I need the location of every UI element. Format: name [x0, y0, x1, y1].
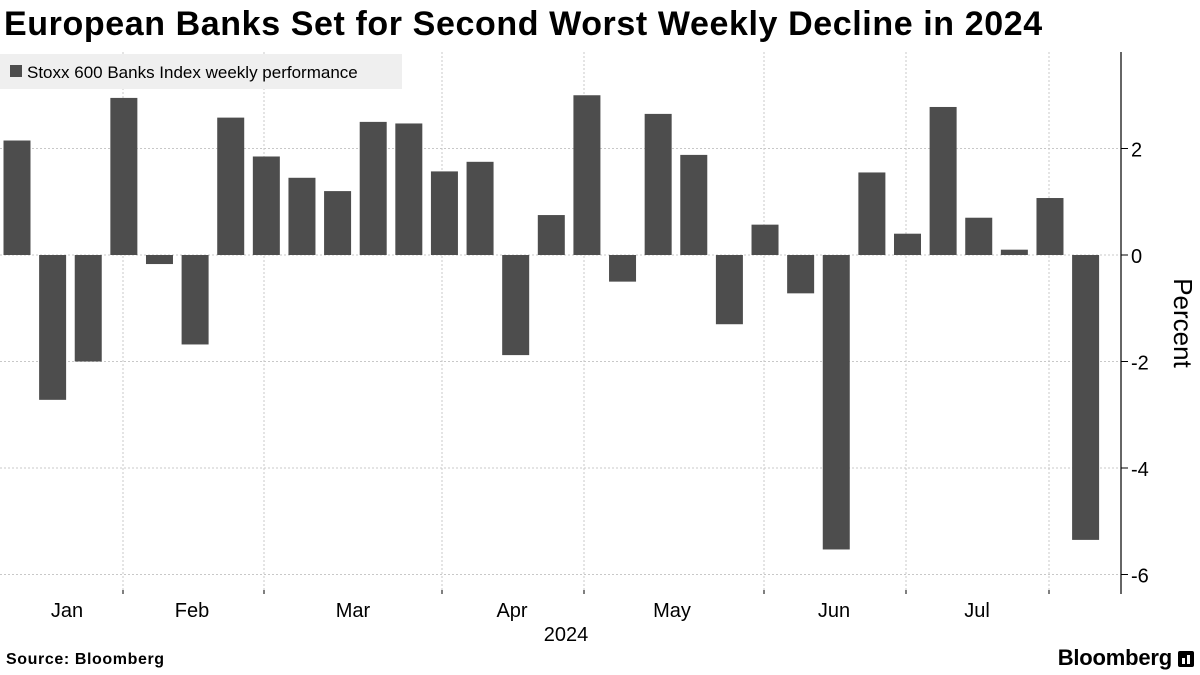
bar: [395, 123, 423, 255]
bar: [1036, 198, 1064, 255]
x-tick-label: Jun: [818, 600, 850, 622]
bar: [751, 224, 779, 255]
x-tick-label: May: [653, 600, 691, 622]
brand-name: Bloomberg: [1057, 645, 1173, 670]
bar: [965, 217, 993, 255]
bar: [822, 255, 850, 550]
legend-box: [0, 54, 402, 89]
x-tick-label: Jul: [964, 600, 990, 622]
chart-title: European Banks Set for Second Worst Week…: [4, 5, 1043, 43]
x-year-label: 2024: [544, 624, 589, 646]
y-tick-label: -4: [1131, 459, 1149, 481]
bar: [1072, 255, 1100, 540]
x-tick-label: Feb: [175, 600, 209, 622]
bar: [644, 113, 672, 255]
bar: [181, 255, 209, 345]
bar: [466, 161, 494, 255]
bar: [680, 154, 708, 255]
y-tick-label: -2: [1131, 353, 1149, 375]
bar: [787, 255, 815, 294]
bar: [502, 255, 530, 356]
bar: [858, 172, 886, 255]
bar: [609, 255, 637, 282]
y-tick-label: 2: [1131, 140, 1142, 162]
y-tick-label: 0: [1131, 246, 1142, 268]
y-axis-label: Percent: [1168, 278, 1198, 368]
bar: [110, 97, 138, 255]
legend-label: Stoxx 600 Banks Index weekly performance: [27, 63, 358, 82]
bar: [537, 215, 565, 255]
bar: [252, 156, 280, 255]
bar: [217, 117, 245, 256]
bar: [3, 140, 31, 255]
bar: [145, 255, 173, 265]
x-tick-label: Apr: [496, 600, 527, 622]
source-note: Source: Bloomberg: [6, 651, 165, 668]
bar: [39, 255, 67, 400]
bar: [359, 121, 387, 256]
bar: [573, 95, 601, 255]
bar: [929, 106, 957, 255]
bloomberg-chart-icon: [1178, 651, 1194, 667]
bar: [1000, 249, 1028, 255]
bar: [74, 255, 102, 362]
x-tick-label: Jan: [51, 600, 83, 622]
bar: [715, 255, 743, 325]
x-tick-label: Mar: [336, 600, 371, 622]
bar: [288, 177, 316, 255]
legend-swatch: [10, 65, 22, 77]
bar: [324, 191, 352, 255]
bloomberg-logo: Bloomberg: [1058, 645, 1194, 671]
bar: [894, 233, 921, 255]
bar: [430, 171, 458, 255]
y-tick-label: -6: [1131, 566, 1149, 588]
